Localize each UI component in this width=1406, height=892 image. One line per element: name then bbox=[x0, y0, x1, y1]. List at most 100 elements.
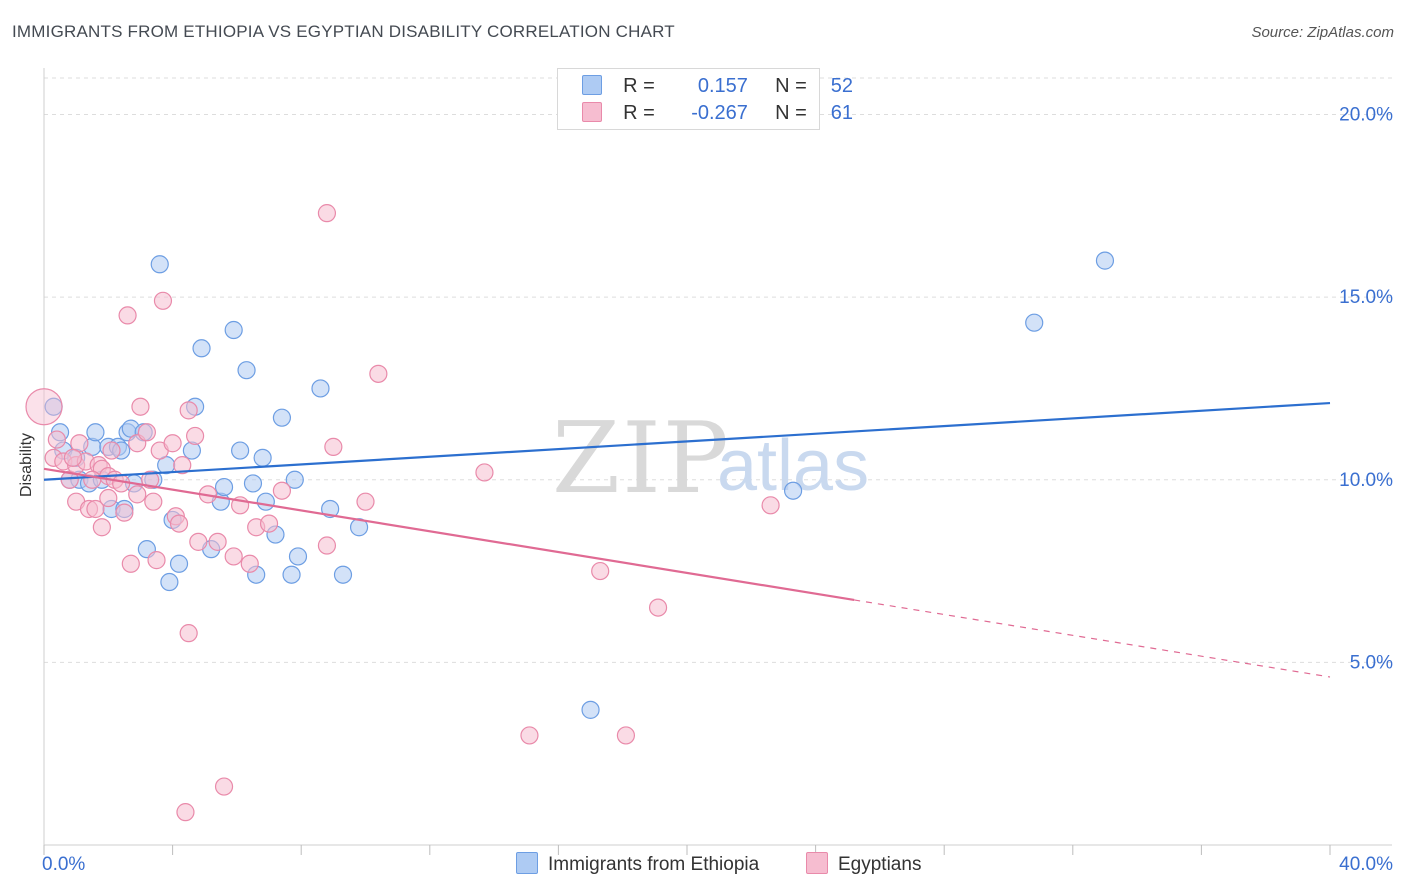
point-egyptians bbox=[208, 532, 227, 551]
point-egyptians bbox=[112, 474, 131, 493]
point-egyptians bbox=[173, 456, 192, 475]
point-egyptians bbox=[140, 470, 160, 489]
point-egyptians bbox=[137, 423, 156, 442]
point-ethiopia bbox=[160, 572, 179, 592]
point-egyptians bbox=[259, 514, 279, 533]
point-egyptians bbox=[186, 426, 205, 446]
tick-label-layer: 5.0% 10.0% 15.0% 20.0% 0.0% 40.0% bbox=[42, 105, 1393, 875]
point-egyptians bbox=[520, 726, 539, 745]
chart-source: Source: ZipAtlas.com bbox=[1251, 24, 1394, 41]
legend-r-value: -0.267 bbox=[691, 102, 748, 124]
point-ethiopia bbox=[288, 547, 308, 566]
point-egyptians bbox=[92, 518, 111, 537]
point-ethiopia bbox=[169, 554, 189, 573]
x-tick-label-right: 40.0% bbox=[1339, 854, 1393, 875]
point-ethiopia bbox=[272, 408, 292, 427]
point-egyptians bbox=[115, 503, 134, 522]
point-cluster-large bbox=[25, 388, 63, 426]
point-egyptians bbox=[240, 554, 259, 573]
bottom-legend-label: Immigrants from Ethiopia bbox=[548, 854, 760, 875]
point-egyptians bbox=[591, 561, 610, 581]
y-axis-label: Disability bbox=[18, 432, 35, 497]
point-ethiopia bbox=[231, 441, 250, 460]
legend-row-egyptians: R = -0.267 N = 61 bbox=[582, 102, 858, 126]
point-egyptians bbox=[179, 624, 198, 643]
point-ethiopia bbox=[253, 448, 272, 467]
point-ethiopia bbox=[192, 339, 211, 358]
point-egyptians bbox=[131, 397, 150, 416]
point-egyptians bbox=[118, 306, 137, 325]
point-ethiopia bbox=[214, 477, 234, 497]
point-egyptians bbox=[86, 499, 105, 519]
legend-n-label: N = bbox=[775, 75, 807, 97]
point-ethiopia bbox=[256, 492, 275, 511]
trendline-ethiopia bbox=[43, 401, 1331, 481]
point-egyptians bbox=[99, 488, 118, 508]
point-egyptians bbox=[163, 434, 182, 453]
bottom-legend-egyptians: Egyptians bbox=[806, 852, 921, 876]
point-ethiopia bbox=[243, 474, 263, 493]
point-egyptians bbox=[272, 481, 292, 500]
bottom-legend-label: Egyptians bbox=[838, 854, 922, 875]
point-ethiopia bbox=[224, 320, 243, 340]
point-egyptians bbox=[176, 803, 195, 822]
points-layer bbox=[25, 204, 1115, 822]
legend-swatch-pink bbox=[582, 102, 602, 122]
trendline-egyptians-dashed bbox=[854, 599, 1331, 678]
bottom-legend-swatch-blue bbox=[516, 852, 538, 874]
point-egyptians bbox=[179, 401, 198, 420]
point-ethiopia bbox=[1025, 313, 1044, 332]
legend-n-value: 52 bbox=[830, 75, 853, 97]
trendline-egyptians bbox=[43, 467, 855, 602]
legend-r-label: R = bbox=[623, 102, 655, 124]
legend-swatch-blue bbox=[582, 75, 602, 95]
point-egyptians bbox=[648, 598, 668, 617]
point-egyptians bbox=[224, 547, 243, 566]
point-ethiopia bbox=[333, 565, 353, 584]
point-egyptians bbox=[169, 514, 189, 533]
legend-r-value: 0.157 bbox=[697, 75, 748, 97]
point-egyptians bbox=[189, 532, 208, 551]
point-ethiopia bbox=[150, 255, 169, 274]
legend-n-value: 61 bbox=[830, 102, 853, 124]
point-ethiopia bbox=[321, 499, 340, 519]
point-egyptians bbox=[324, 437, 343, 456]
y-tick-label: 15.0% bbox=[1339, 287, 1393, 308]
point-egyptians bbox=[616, 726, 636, 745]
point-egyptians bbox=[761, 496, 780, 515]
chart-title: IMMIGRANTS FROM ETHIOPIA VS EGYPTIAN DIS… bbox=[12, 22, 675, 41]
point-egyptians bbox=[144, 492, 163, 511]
point-egyptians bbox=[317, 536, 337, 555]
point-egyptians bbox=[317, 204, 337, 223]
point-egyptians bbox=[47, 430, 66, 449]
trend-layer bbox=[43, 401, 1331, 678]
point-ethiopia bbox=[581, 700, 600, 719]
point-egyptians bbox=[475, 463, 494, 482]
point-egyptians bbox=[214, 777, 234, 796]
axis-layer bbox=[43, 68, 1392, 855]
watermark-zip: ZIP bbox=[552, 402, 731, 516]
point-egyptians bbox=[83, 470, 102, 489]
x-tick-label-left: 0.0% bbox=[42, 854, 85, 875]
point-ethiopia bbox=[86, 423, 105, 442]
point-ethiopia bbox=[237, 361, 256, 380]
legend-row-ethiopia: R = 0.157 N = 52 bbox=[582, 75, 858, 99]
point-ethiopia bbox=[783, 481, 803, 500]
point-ethiopia bbox=[311, 379, 330, 398]
point-egyptians bbox=[102, 441, 121, 460]
point-egyptians bbox=[356, 492, 375, 511]
point-ethiopia bbox=[285, 470, 304, 489]
bottom-legend-ethiopia: Immigrants from Ethiopia bbox=[516, 852, 759, 876]
legend-n-label: N = bbox=[775, 102, 807, 124]
y-tick-label: 10.0% bbox=[1339, 470, 1393, 491]
point-egyptians bbox=[153, 291, 173, 310]
point-egyptians bbox=[121, 554, 140, 573]
bottom-legend-swatch-pink bbox=[806, 852, 828, 874]
point-ethiopia bbox=[1095, 251, 1115, 270]
correlation-legend: R = 0.157 N = 52 R = -0.267 N = 61 bbox=[557, 68, 853, 130]
point-egyptians bbox=[147, 551, 166, 570]
legend-r-label: R = bbox=[623, 75, 655, 97]
y-tick-label: 20.0% bbox=[1339, 105, 1393, 126]
point-ethiopia bbox=[282, 565, 301, 584]
